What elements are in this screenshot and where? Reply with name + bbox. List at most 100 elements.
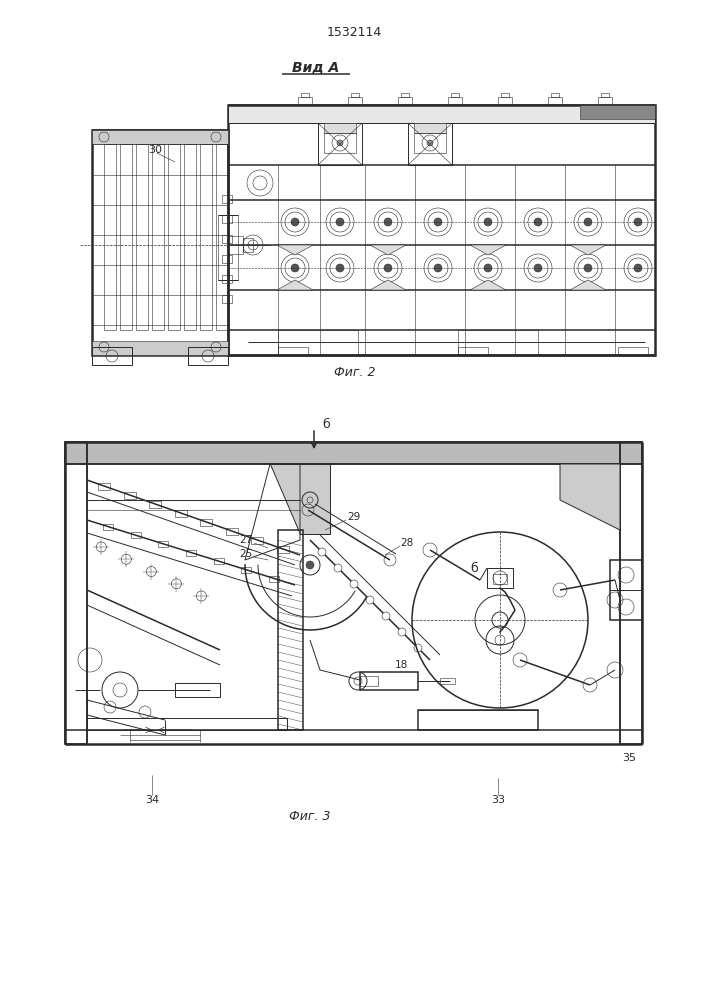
Bar <box>269 576 279 582</box>
Bar <box>351 93 359 97</box>
Bar <box>149 501 161 508</box>
Bar <box>228 105 655 123</box>
Polygon shape <box>370 245 406 255</box>
Bar <box>418 710 538 730</box>
Circle shape <box>384 264 392 272</box>
Bar <box>120 144 132 330</box>
Bar <box>92 130 228 144</box>
Text: 25: 25 <box>240 549 253 559</box>
Text: 27: 27 <box>240 535 253 545</box>
Bar <box>300 464 330 534</box>
Bar <box>414 133 446 153</box>
Circle shape <box>291 264 299 272</box>
Bar <box>65 442 642 464</box>
Circle shape <box>414 644 422 652</box>
Bar <box>175 683 220 697</box>
Bar <box>228 236 243 254</box>
Text: б: б <box>322 418 329 432</box>
Circle shape <box>634 218 642 226</box>
Bar <box>136 144 148 330</box>
Bar <box>318 123 362 165</box>
Bar <box>216 144 228 330</box>
Bar <box>324 133 356 153</box>
Bar <box>92 130 228 355</box>
Bar <box>458 347 488 355</box>
Text: 29: 29 <box>347 512 361 522</box>
Bar <box>298 97 312 105</box>
Circle shape <box>336 264 344 272</box>
Circle shape <box>492 612 508 628</box>
Bar <box>278 530 303 730</box>
Bar <box>278 347 308 355</box>
Bar <box>501 93 509 97</box>
Circle shape <box>534 264 542 272</box>
Bar <box>124 492 136 499</box>
Bar <box>65 442 87 744</box>
Bar <box>360 672 418 690</box>
Bar <box>226 528 238 535</box>
Text: 1532114: 1532114 <box>327 25 382 38</box>
Polygon shape <box>277 280 313 290</box>
Bar <box>98 483 110 490</box>
Text: 28: 28 <box>400 538 414 548</box>
Bar <box>184 144 196 330</box>
Polygon shape <box>560 464 620 530</box>
Bar <box>222 215 232 223</box>
Circle shape <box>398 628 406 636</box>
Bar <box>580 105 655 119</box>
Bar <box>131 532 141 538</box>
Bar <box>278 330 358 355</box>
Bar <box>242 567 252 573</box>
Bar <box>610 560 642 620</box>
Polygon shape <box>370 280 406 290</box>
Bar <box>222 195 232 203</box>
Bar <box>222 255 232 263</box>
Bar <box>348 97 362 105</box>
Bar <box>408 123 452 165</box>
Bar <box>104 144 116 330</box>
Bar <box>87 718 287 730</box>
Bar <box>222 295 232 303</box>
Circle shape <box>318 548 326 556</box>
Circle shape <box>384 218 392 226</box>
Bar <box>620 442 642 744</box>
Bar <box>448 97 462 105</box>
Circle shape <box>584 264 592 272</box>
Text: Фиг. 2: Фиг. 2 <box>334 366 375 379</box>
Bar <box>152 144 164 330</box>
Bar <box>103 524 113 530</box>
Bar <box>618 347 648 355</box>
Circle shape <box>434 218 442 226</box>
Bar <box>222 275 232 283</box>
Bar <box>548 97 562 105</box>
Polygon shape <box>570 245 606 255</box>
Bar <box>243 238 253 252</box>
Polygon shape <box>470 280 506 290</box>
Text: Фиг. 3: Фиг. 3 <box>289 810 331 824</box>
Bar <box>498 97 512 105</box>
Bar <box>401 93 409 97</box>
Circle shape <box>306 561 314 569</box>
Bar <box>301 93 309 97</box>
Bar <box>188 347 228 365</box>
Bar <box>324 123 356 133</box>
Bar <box>168 144 180 330</box>
Polygon shape <box>277 245 313 255</box>
Text: 30: 30 <box>148 145 162 155</box>
Circle shape <box>484 264 492 272</box>
Bar <box>200 519 212 526</box>
Circle shape <box>336 218 344 226</box>
Text: Вид А: Вид А <box>293 61 339 75</box>
Circle shape <box>366 596 374 604</box>
Polygon shape <box>270 464 330 534</box>
Bar <box>252 537 264 544</box>
Bar <box>458 330 538 355</box>
Text: 18: 18 <box>395 660 408 670</box>
Bar <box>228 105 655 355</box>
Bar <box>175 510 187 517</box>
Circle shape <box>427 140 433 146</box>
Bar <box>360 676 378 686</box>
Text: 34: 34 <box>145 795 159 805</box>
Circle shape <box>434 264 442 272</box>
Circle shape <box>584 218 592 226</box>
